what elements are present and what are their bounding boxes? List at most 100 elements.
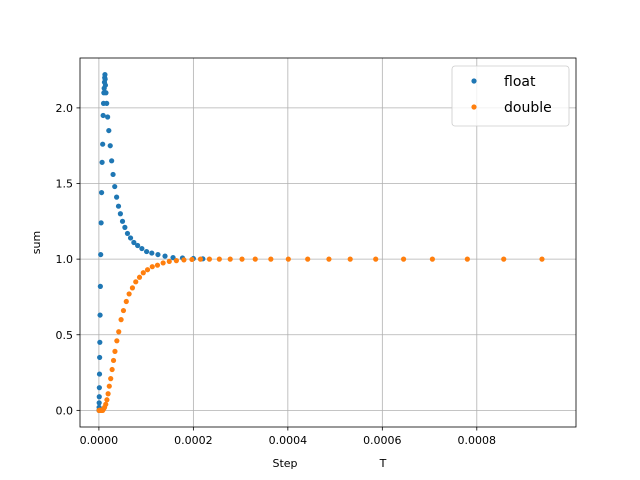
- data-point-double: [429, 256, 435, 262]
- data-point-double: [268, 256, 274, 262]
- data-point-float: [155, 251, 161, 258]
- data-point-double: [539, 256, 545, 262]
- data-point-float: [135, 242, 141, 249]
- x-tick-label: 0.0006: [363, 434, 402, 447]
- data-point-double: [216, 256, 222, 262]
- legend-label-float: float: [504, 74, 536, 90]
- data-point-double: [239, 256, 245, 262]
- data-point-double: [114, 338, 120, 344]
- data-point-float: [100, 141, 106, 147]
- data-point-double: [166, 258, 172, 265]
- data-point-float: [106, 127, 112, 134]
- legend-box: [451, 65, 570, 127]
- x-tick-label: 0.0004: [269, 434, 308, 447]
- data-point-double: [133, 279, 139, 285]
- data-point-double: [227, 256, 233, 262]
- ticks: 0.0000 0.0002 0.0004 0.0006 0.0008 0.0 0.5 1.0 1…: [56, 102, 497, 447]
- data-point-float: [127, 235, 134, 241]
- data-point-float: [96, 394, 102, 400]
- data-point-float: [105, 114, 111, 120]
- data-point-float: [100, 112, 106, 119]
- data-point-double: [116, 329, 122, 335]
- data-point-float: [96, 385, 102, 391]
- data-point-double: [105, 391, 111, 397]
- axes-frame: [79, 57, 577, 428]
- data-point-float: [114, 194, 120, 200]
- series-double: [96, 256, 545, 413]
- data-point-double: [173, 258, 179, 264]
- x-tick-label: 0.0000: [80, 434, 119, 447]
- data-point-float: [139, 245, 145, 252]
- data-point-float: [97, 339, 103, 345]
- x-axis-label-suffix: T: [379, 457, 387, 470]
- data-point-double: [112, 348, 118, 354]
- plot-area: [96, 72, 545, 413]
- data-point-double: [144, 267, 151, 273]
- data-point-float: [107, 143, 113, 149]
- data-point-float: [162, 253, 168, 259]
- y-tick-label: 2.0: [56, 102, 74, 115]
- data-point-float: [102, 82, 109, 88]
- data-point-float: [109, 158, 115, 164]
- data-point-float: [124, 230, 131, 237]
- data-point-float: [122, 224, 128, 230]
- data-point-double: [400, 256, 407, 262]
- y-axis-label: sum: [30, 231, 43, 254]
- legend-label-double: double: [504, 100, 552, 116]
- data-point-float: [102, 76, 108, 82]
- x-tick-label: 0.0002: [174, 434, 213, 447]
- legend: float double: [451, 65, 570, 127]
- data-point-double: [108, 376, 114, 382]
- y-tick-label: 1.0: [56, 253, 74, 266]
- data-point-float: [131, 239, 137, 246]
- data-point-double: [140, 270, 146, 276]
- x-axis-label: Step: [272, 457, 297, 470]
- data-point-float: [97, 354, 103, 361]
- data-point-float: [97, 312, 103, 318]
- data-point-float: [149, 250, 155, 256]
- data-point-float: [98, 251, 104, 258]
- data-point-float: [96, 400, 102, 406]
- data-point-float: [170, 255, 176, 261]
- data-point-double: [189, 256, 195, 263]
- data-point-double: [285, 256, 291, 262]
- data-point-double: [373, 256, 379, 262]
- y-tick-label: 0.5: [56, 329, 74, 342]
- data-point-double: [154, 262, 161, 268]
- data-point-double: [110, 357, 117, 364]
- data-point-float: [99, 159, 105, 165]
- data-point-float: [110, 171, 116, 178]
- data-point-float: [98, 220, 104, 226]
- x-tick-label: 0.0008: [458, 434, 497, 447]
- legend-marker-double: [471, 104, 477, 110]
- data-point-double: [464, 256, 470, 262]
- data-point-double: [104, 397, 110, 403]
- data-point-float: [97, 283, 103, 289]
- data-point-double: [181, 257, 187, 263]
- data-point-double: [149, 264, 155, 270]
- data-point-double: [120, 307, 127, 314]
- data-point-float: [98, 189, 105, 196]
- data-point-double: [109, 366, 115, 373]
- data-point-double: [197, 256, 204, 262]
- data-point-double: [106, 383, 112, 389]
- y-tick-label: 0.0: [56, 404, 74, 417]
- legend-marker-float: [471, 78, 477, 84]
- data-point-double: [160, 260, 166, 266]
- y-tick-label: 1.5: [56, 178, 74, 191]
- data-point-float: [117, 211, 123, 217]
- data-point-float: [102, 72, 108, 78]
- data-point-float: [104, 100, 110, 106]
- data-point-double: [347, 256, 353, 262]
- data-point-double: [501, 256, 507, 262]
- data-point-double: [326, 256, 332, 262]
- data-point-double: [129, 285, 136, 291]
- data-point-float: [115, 203, 122, 209]
- data-point-double: [136, 274, 143, 280]
- data-point-float: [144, 248, 150, 255]
- data-point-double: [305, 256, 311, 262]
- data-point-double: [123, 298, 129, 305]
- data-point-double: [252, 256, 258, 262]
- data-point-float: [103, 90, 109, 96]
